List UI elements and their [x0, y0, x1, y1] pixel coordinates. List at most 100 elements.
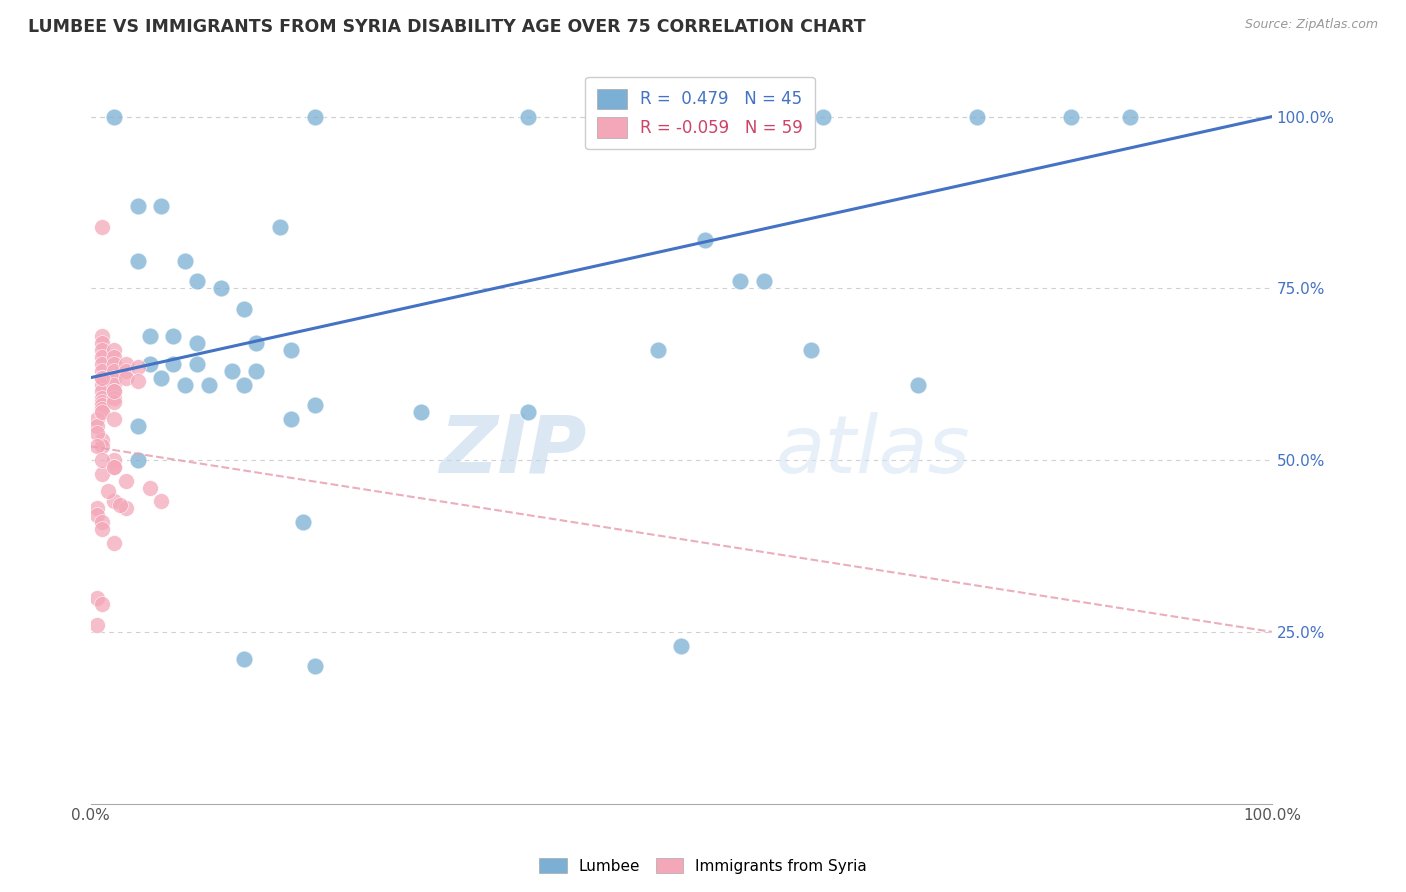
- Point: [86, 439, 108, 453]
- Point: [91, 370, 114, 384]
- Point: [91, 357, 114, 371]
- Point: [127, 453, 149, 467]
- Point: [91, 343, 114, 358]
- Point: [91, 433, 114, 447]
- Legend: R =  0.479   N = 45, R = -0.059   N = 59: R = 0.479 N = 45, R = -0.059 N = 59: [585, 77, 814, 149]
- Point: [103, 343, 125, 358]
- Point: [245, 336, 267, 351]
- Point: [91, 522, 114, 536]
- Point: [103, 377, 125, 392]
- Point: [103, 384, 125, 399]
- Point: [1119, 110, 1142, 124]
- Point: [115, 364, 138, 378]
- Legend: Lumbee, Immigrants from Syria: Lumbee, Immigrants from Syria: [533, 852, 873, 880]
- Point: [91, 392, 114, 406]
- Text: ZIP: ZIP: [440, 412, 586, 490]
- Point: [127, 360, 149, 375]
- Point: [647, 343, 669, 358]
- Point: [91, 401, 114, 416]
- Point: [150, 370, 173, 384]
- Point: [91, 384, 114, 399]
- Point: [174, 253, 197, 268]
- Point: [233, 377, 256, 392]
- Point: [127, 374, 149, 388]
- Point: [162, 329, 184, 343]
- Point: [91, 219, 114, 234]
- Point: [516, 110, 538, 124]
- Point: [91, 377, 114, 392]
- Point: [127, 418, 149, 433]
- Point: [811, 110, 834, 124]
- Point: [174, 377, 197, 392]
- Point: [91, 453, 114, 467]
- Point: [103, 535, 125, 549]
- Point: [516, 405, 538, 419]
- Point: [138, 481, 160, 495]
- Point: [209, 281, 232, 295]
- Point: [91, 439, 114, 453]
- Point: [752, 275, 775, 289]
- Point: [233, 652, 256, 666]
- Point: [91, 329, 114, 343]
- Point: [730, 275, 752, 289]
- Point: [138, 329, 160, 343]
- Point: [86, 412, 108, 426]
- Point: [86, 418, 108, 433]
- Point: [86, 591, 108, 605]
- Point: [103, 364, 125, 378]
- Point: [292, 515, 315, 529]
- Point: [103, 412, 125, 426]
- Point: [233, 301, 256, 316]
- Point: [1060, 110, 1083, 124]
- Point: [150, 494, 173, 508]
- Point: [907, 377, 929, 392]
- Point: [245, 364, 267, 378]
- Text: LUMBEE VS IMMIGRANTS FROM SYRIA DISABILITY AGE OVER 75 CORRELATION CHART: LUMBEE VS IMMIGRANTS FROM SYRIA DISABILI…: [28, 18, 866, 36]
- Point: [280, 412, 302, 426]
- Point: [115, 501, 138, 516]
- Point: [800, 343, 823, 358]
- Point: [186, 275, 208, 289]
- Point: [115, 370, 138, 384]
- Point: [269, 219, 291, 234]
- Point: [411, 405, 433, 419]
- Point: [138, 357, 160, 371]
- Point: [150, 199, 173, 213]
- Point: [86, 618, 108, 632]
- Point: [197, 377, 219, 392]
- Point: [86, 425, 108, 440]
- Point: [91, 350, 114, 364]
- Point: [103, 370, 125, 384]
- Point: [91, 398, 114, 412]
- Point: [103, 392, 125, 406]
- Point: [115, 357, 138, 371]
- Point: [280, 343, 302, 358]
- Point: [91, 515, 114, 529]
- Point: [91, 405, 114, 419]
- Point: [127, 199, 149, 213]
- Point: [91, 394, 114, 409]
- Point: [103, 460, 125, 475]
- Point: [103, 357, 125, 371]
- Point: [693, 233, 716, 247]
- Point: [162, 357, 184, 371]
- Point: [103, 453, 125, 467]
- Point: [304, 659, 326, 673]
- Point: [103, 494, 125, 508]
- Point: [671, 639, 693, 653]
- Point: [86, 508, 108, 522]
- Point: [86, 501, 108, 516]
- Point: [103, 110, 125, 124]
- Point: [103, 350, 125, 364]
- Point: [103, 394, 125, 409]
- Point: [115, 474, 138, 488]
- Point: [304, 398, 326, 412]
- Point: [304, 110, 326, 124]
- Point: [186, 336, 208, 351]
- Point: [186, 357, 208, 371]
- Point: [103, 460, 125, 475]
- Point: [91, 336, 114, 351]
- Point: [91, 467, 114, 481]
- Point: [108, 498, 131, 512]
- Point: [127, 253, 149, 268]
